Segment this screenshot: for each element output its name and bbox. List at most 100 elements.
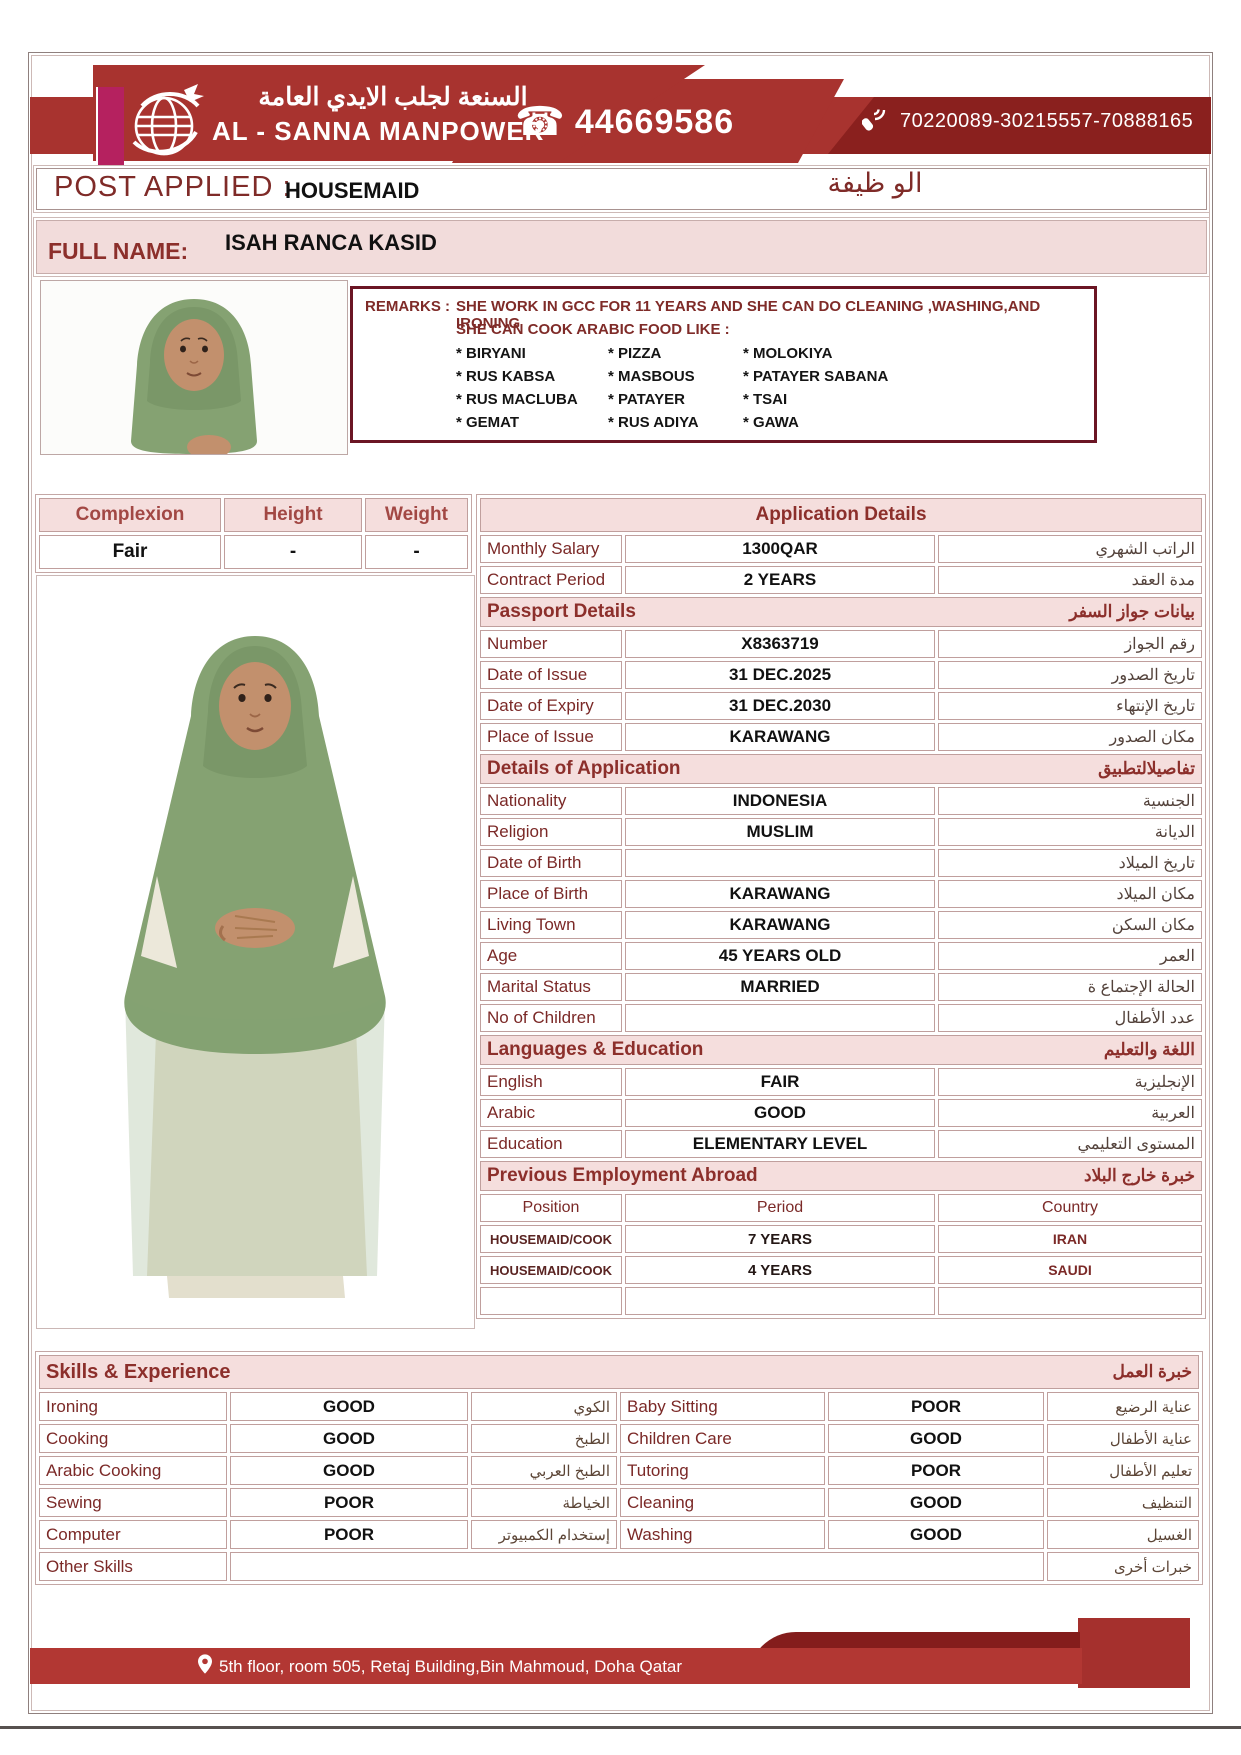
field-label: Marital Status — [480, 973, 622, 1001]
section-title: Languages & Education — [487, 1039, 704, 1060]
height-header: Height — [224, 498, 362, 532]
telephone-icon: ☎ — [515, 100, 565, 144]
post-applied-box — [36, 168, 1207, 210]
field-label-arabic: المستوى التعليمي — [938, 1130, 1202, 1158]
employment-period — [625, 1287, 935, 1315]
period-header: Period — [625, 1194, 935, 1222]
skills-row: Computer POOR إستخدام الكمبيوتر Washing … — [39, 1520, 1199, 1549]
field-label-arabic: عدد الأطفال — [938, 1004, 1202, 1032]
details-of-application-header: Details of Application تفاصيلالتطبيق — [480, 754, 1202, 784]
section-title: Details of Application — [487, 758, 681, 779]
skill-label: Arabic Cooking — [39, 1456, 227, 1485]
application-details-title: Application Details — [480, 498, 1202, 532]
skill-rating: POOR — [230, 1520, 468, 1549]
phone-block: ☎ 44669586 — [515, 102, 734, 142]
remarks-line2: SHE CAN COOK ARABIC FOOD LIKE : — [456, 321, 730, 338]
field-value: FAIR — [625, 1068, 935, 1096]
skill-label-arabic: الطبخ — [471, 1424, 617, 1453]
skill-rating: GOOD — [828, 1520, 1044, 1549]
employment-period: 4 YEARS — [625, 1256, 935, 1284]
field-label: Nationality — [480, 787, 622, 815]
field-value — [625, 1004, 935, 1032]
skills-title-arabic: خبرة العمل — [1112, 1362, 1192, 1381]
table-row: Arabic GOOD العربية — [480, 1099, 1202, 1127]
table-row: Contract Period 2 YEARS مدة العقد — [480, 566, 1202, 594]
field-label: Number — [480, 630, 622, 658]
skill-label-arabic: خبرات أخرى — [1047, 1552, 1199, 1581]
table-row: Education ELEMENTARY LEVEL المستوى التعل… — [480, 1130, 1202, 1158]
skill-rating: GOOD — [230, 1424, 468, 1453]
table-row: English FAIR الإنجليزية — [480, 1068, 1202, 1096]
country-header: Country — [938, 1194, 1202, 1222]
skill-label-arabic: الخياطة — [471, 1488, 617, 1517]
field-label-arabic: الحالة الإجتماع ة — [938, 973, 1202, 1001]
table-row: Date of Birth تاريخ الميلاد — [480, 849, 1202, 877]
field-label-arabic: مكان السكن — [938, 911, 1202, 939]
skill-rating: GOOD — [230, 1392, 468, 1421]
field-value: MARRIED — [625, 973, 935, 1001]
skill-label: Children Care — [620, 1424, 825, 1453]
field-label: Education — [480, 1130, 622, 1158]
remarks-box: REMARKS : SHE WORK IN GCC FOR 11 YEARS A… — [350, 286, 1097, 443]
position-header: Position — [480, 1194, 622, 1222]
section-title: Previous Employment Abroad — [487, 1165, 758, 1186]
post-applied-arabic: الو ظيفة — [827, 168, 923, 198]
full-name-bar — [36, 220, 1207, 274]
employment-country: SAUDI — [938, 1256, 1202, 1284]
skill-label: Computer — [39, 1520, 227, 1549]
table-row: Living Town KARAWANG مكان السكن — [480, 911, 1202, 939]
field-label-arabic: العمر — [938, 942, 1202, 970]
bottom-rule — [0, 1726, 1241, 1729]
post-applied-value: HOUSEMAID — [285, 178, 420, 203]
section-title-arabic: خبرة خارج البلاد — [1084, 1166, 1195, 1185]
company-name-arabic: السنعة لجلب الايدي العامة — [258, 83, 528, 111]
food-item: * TSAI — [743, 391, 788, 408]
skill-label: Cleaning — [620, 1488, 825, 1517]
skill-label-arabic: الغسيل — [1047, 1520, 1199, 1549]
other-skills-value — [230, 1552, 1044, 1581]
complexion-value: Fair — [39, 535, 221, 569]
field-label: Contract Period — [480, 566, 622, 594]
employment-country: IRAN — [938, 1225, 1202, 1253]
mobile-block: 70220089-30215557-70888165 — [861, 106, 1193, 137]
food-item: * GEMAT — [456, 414, 520, 431]
skill-label: Cooking — [39, 1424, 227, 1453]
skill-label: Other Skills — [39, 1552, 227, 1581]
table-row: Place of Issue KARAWANG مكان الصدور — [480, 723, 1202, 751]
table-row: Monthly Salary 1300QAR الراتب الشهري — [480, 535, 1202, 563]
weight-value: - — [365, 535, 468, 569]
field-label-arabic: مكان الميلاد — [938, 880, 1202, 908]
food-item: * GAWA — [743, 414, 799, 431]
field-value: KARAWANG — [625, 911, 935, 939]
employment-row-empty — [480, 1287, 1202, 1315]
employment-position: HOUSEMAID/COOK — [480, 1225, 622, 1253]
skills-row: Sewing POOR الخياطة Cleaning GOOD التنظي… — [39, 1488, 1199, 1517]
physical-values-row: Fair - - — [39, 535, 468, 569]
table-row: No of Children عدد الأطفال — [480, 1004, 1202, 1032]
height-value: - — [224, 535, 362, 569]
skill-rating: GOOD — [828, 1424, 1044, 1453]
skill-label: Baby Sitting — [620, 1392, 825, 1421]
food-item: * PATAYER — [608, 391, 685, 408]
food-item: * RUS ADIYA — [608, 414, 699, 431]
food-item: * RUS KABSA — [456, 368, 556, 385]
applicant-photo-small — [40, 280, 348, 455]
skill-label-arabic: عناية الرضيع — [1047, 1392, 1199, 1421]
applicant-photo-large — [36, 575, 475, 1329]
full-name-value: ISAH RANCA KASID — [225, 230, 437, 255]
physical-table: Complexion Height Weight Fair - - — [36, 495, 471, 572]
passport-details-header: Passport Details بيانات جواز السفر — [480, 597, 1202, 627]
section-title-arabic: اللغة والتعليم — [1103, 1040, 1195, 1059]
table-row: Date of Expiry 31 DEC.2030 تاريخ الإنتها… — [480, 692, 1202, 720]
field-value: INDONESIA — [625, 787, 935, 815]
food-item: * BIRYANI — [456, 345, 526, 362]
field-value: KARAWANG — [625, 880, 935, 908]
company-name: AL - SANNA MANPOWER — [212, 116, 545, 146]
skill-label: Sewing — [39, 1488, 227, 1517]
table-row: Date of Issue 31 DEC.2025 تاريخ الصدور — [480, 661, 1202, 689]
field-label-arabic: الإنجليزية — [938, 1068, 1202, 1096]
skill-label-arabic: عناية الأطفال — [1047, 1424, 1199, 1453]
field-label: No of Children — [480, 1004, 622, 1032]
field-label-arabic: العربية — [938, 1099, 1202, 1127]
food-item: * PIZZA — [608, 345, 662, 362]
